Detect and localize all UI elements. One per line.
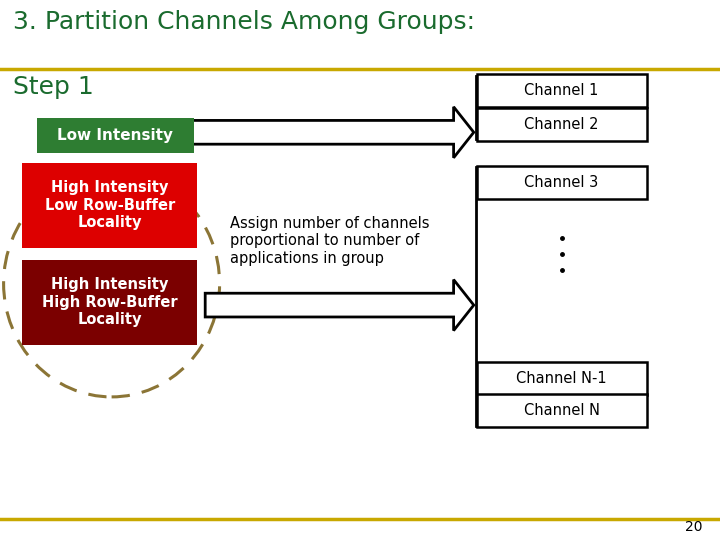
FancyBboxPatch shape <box>477 108 647 141</box>
FancyBboxPatch shape <box>477 394 647 427</box>
Text: Low Intensity: Low Intensity <box>57 128 174 143</box>
Polygon shape <box>184 107 474 158</box>
Text: Assign number of channels
proportional to number of
applications in group: Assign number of channels proportional t… <box>230 216 430 266</box>
Text: Channel 1: Channel 1 <box>524 83 599 98</box>
Text: Channel 3: Channel 3 <box>524 175 599 190</box>
FancyBboxPatch shape <box>37 118 194 153</box>
FancyBboxPatch shape <box>22 163 197 248</box>
FancyBboxPatch shape <box>477 362 647 395</box>
Text: High Intensity
High Row-Buffer
Locality: High Intensity High Row-Buffer Locality <box>42 278 178 327</box>
Text: Channel N: Channel N <box>523 403 600 418</box>
Polygon shape <box>205 280 474 330</box>
FancyBboxPatch shape <box>22 260 197 345</box>
Text: 20: 20 <box>685 519 702 534</box>
Text: High Intensity
Low Row-Buffer
Locality: High Intensity Low Row-Buffer Locality <box>45 180 175 230</box>
Text: Channel N-1: Channel N-1 <box>516 371 607 386</box>
FancyBboxPatch shape <box>477 74 647 107</box>
FancyBboxPatch shape <box>477 166 647 199</box>
Text: 3. Partition Channels Among Groups:: 3. Partition Channels Among Groups: <box>13 10 475 33</box>
Text: Channel 2: Channel 2 <box>524 117 599 132</box>
Text: Step 1: Step 1 <box>13 75 94 98</box>
